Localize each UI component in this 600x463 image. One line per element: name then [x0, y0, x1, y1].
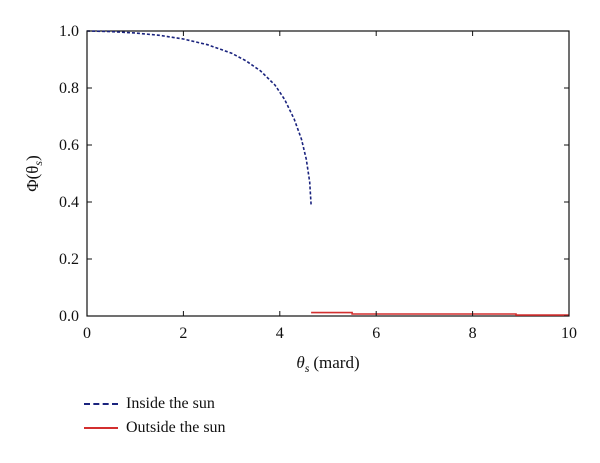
plot-axes — [86, 30, 570, 317]
y-tick-label: 0.6 — [59, 137, 79, 154]
legend-label-outside: Outside the sun — [126, 419, 226, 436]
x-tick-label: 0 — [83, 325, 91, 342]
tick-layer: 0 2 4 6 8 10 0.0 0.2 0.4 0.6 0.8 1.0 — [59, 23, 577, 342]
legend-label-inside: Inside the sun — [126, 395, 215, 412]
y-tick-label: 0.0 — [59, 308, 79, 325]
x-tick-label: 4 — [276, 325, 284, 342]
y-tick-label: 0.8 — [59, 80, 79, 97]
x-tick-label: 6 — [372, 325, 380, 342]
y-tick-label: 0.4 — [59, 194, 79, 211]
legend: Inside the sun Outside the sun — [84, 392, 226, 440]
legend-item-outside: Outside the sun — [84, 416, 226, 440]
series-line-1 — [311, 311, 569, 316]
series-line-0 — [86, 30, 312, 205]
legend-swatch-outside — [84, 427, 118, 429]
legend-swatch-inside — [84, 403, 118, 405]
x-axis-label: θs (mard) — [296, 353, 359, 375]
x-tick-label: 8 — [469, 325, 477, 342]
x-tick-label: 10 — [561, 325, 577, 342]
x-tick-label: 2 — [179, 325, 187, 342]
y-tick-label: 1.0 — [59, 23, 79, 40]
plot-frame — [86, 30, 570, 317]
legend-item-inside: Inside the sun — [84, 392, 226, 416]
series-layer — [86, 30, 569, 316]
y-axis-label: Φ(θs) — [23, 155, 45, 192]
y-tick-label: 0.2 — [59, 251, 79, 268]
